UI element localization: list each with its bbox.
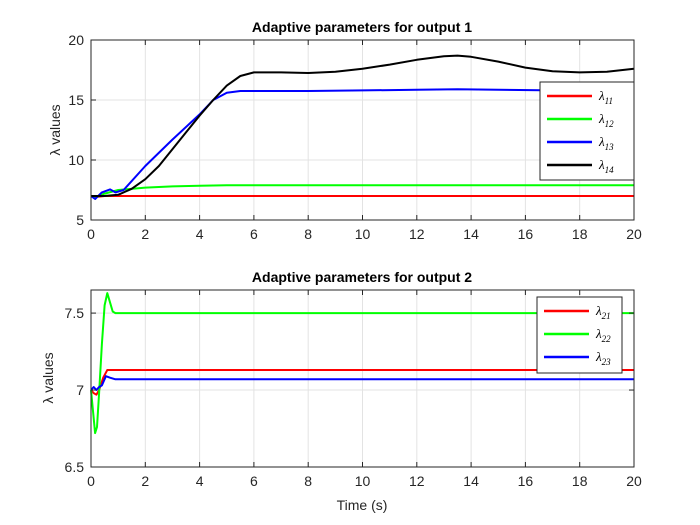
x-tick-label: 16 xyxy=(518,226,534,242)
x-tick-label: 20 xyxy=(626,473,642,489)
legend-subscript: 12 xyxy=(605,119,615,129)
legend-entry: λ13 xyxy=(598,134,614,152)
series-line-λ13 xyxy=(90,88,634,200)
y-tick-label: 15 xyxy=(68,92,84,108)
x-axis-label: Time (s) xyxy=(337,497,388,513)
legend-symbol: λ xyxy=(598,88,605,103)
legend-entry: λ21 xyxy=(595,303,611,321)
series-line-λ12 xyxy=(90,184,634,199)
chart-title: Adaptive parameters for output 2 xyxy=(252,269,472,285)
y-axis-label: λ values xyxy=(47,104,63,155)
legend-symbol: λ xyxy=(598,134,605,149)
x-tick-label: 20 xyxy=(626,226,642,242)
x-tick-label: 18 xyxy=(572,473,588,489)
x-tick-label: 12 xyxy=(409,473,425,489)
legend-symbol: λ xyxy=(598,157,605,172)
legend-subscript: 14 xyxy=(605,165,615,175)
x-tick-label: 4 xyxy=(196,473,204,489)
legend-subscript: 23 xyxy=(602,357,612,367)
legend-subscript: 13 xyxy=(605,142,615,152)
legend-symbol: λ xyxy=(598,111,605,126)
legend-symbol: λ xyxy=(595,349,602,364)
chart-title: Adaptive parameters for output 1 xyxy=(252,19,472,35)
x-tick-label: 0 xyxy=(87,226,95,242)
series-line-λ23 xyxy=(90,375,634,391)
y-tick-label: 20 xyxy=(68,32,84,48)
y-tick-label: 5 xyxy=(76,212,84,228)
y-tick-label: 7.5 xyxy=(65,305,85,321)
legend-entry: λ22 xyxy=(595,326,611,344)
x-tick-label: 16 xyxy=(518,473,534,489)
legend-symbol: λ xyxy=(595,326,602,341)
x-tick-label: 10 xyxy=(355,226,371,242)
x-tick-label: 0 xyxy=(87,473,95,489)
series-line-λ21 xyxy=(90,369,634,396)
x-tick-label: 2 xyxy=(141,226,149,242)
x-tick-label: 14 xyxy=(463,473,479,489)
x-tick-label: 12 xyxy=(409,226,425,242)
y-tick-label: 10 xyxy=(68,152,84,168)
series-line-λ14 xyxy=(91,54,635,197)
legend-entry: λ12 xyxy=(598,111,614,129)
legend-symbol: λ xyxy=(595,303,602,318)
legend-subscript: 21 xyxy=(602,311,611,321)
legend-box xyxy=(539,81,635,181)
plot-area-output-2 xyxy=(90,292,634,435)
series-line-λ22 xyxy=(90,292,634,435)
legend-entry: λ23 xyxy=(595,349,611,367)
plot-area-output-1 xyxy=(90,54,635,200)
x-tick-label: 18 xyxy=(572,226,588,242)
x-tick-label: 2 xyxy=(141,473,149,489)
subplot-output-1: 0 2 4 6 8 10 12 14 16 18 20 5 10 15 20 Adaptive parame… xyxy=(47,19,642,242)
subplot-output-2: 0 2 4 6 8 10 12 14 16 18 20 6.5 7 7.5 Adaptive parame… xyxy=(40,269,642,513)
x-tick-label: 10 xyxy=(355,473,371,489)
x-tick-label: 14 xyxy=(463,226,479,242)
legend-subscript: 11 xyxy=(605,96,613,106)
y-tick-label: 6.5 xyxy=(65,459,85,475)
x-tick-label: 4 xyxy=(196,226,204,242)
y-tick-label: 7 xyxy=(76,382,84,398)
axis-ticks: 0 2 4 6 8 10 12 14 16 18 20 5 10 15 20 xyxy=(68,32,642,242)
x-tick-label: 8 xyxy=(304,226,312,242)
legend-entry: λ14 xyxy=(598,157,614,175)
y-axis-label: λ values xyxy=(40,352,56,403)
axis-ticks: 0 2 4 6 8 10 12 14 16 18 20 6.5 7 7.5 xyxy=(65,290,642,489)
x-tick-label: 6 xyxy=(250,226,258,242)
x-tick-label: 8 xyxy=(304,473,312,489)
legend-entry: λ11 xyxy=(598,88,613,106)
x-tick-label: 6 xyxy=(250,473,258,489)
legend-subscript: 22 xyxy=(602,334,612,344)
